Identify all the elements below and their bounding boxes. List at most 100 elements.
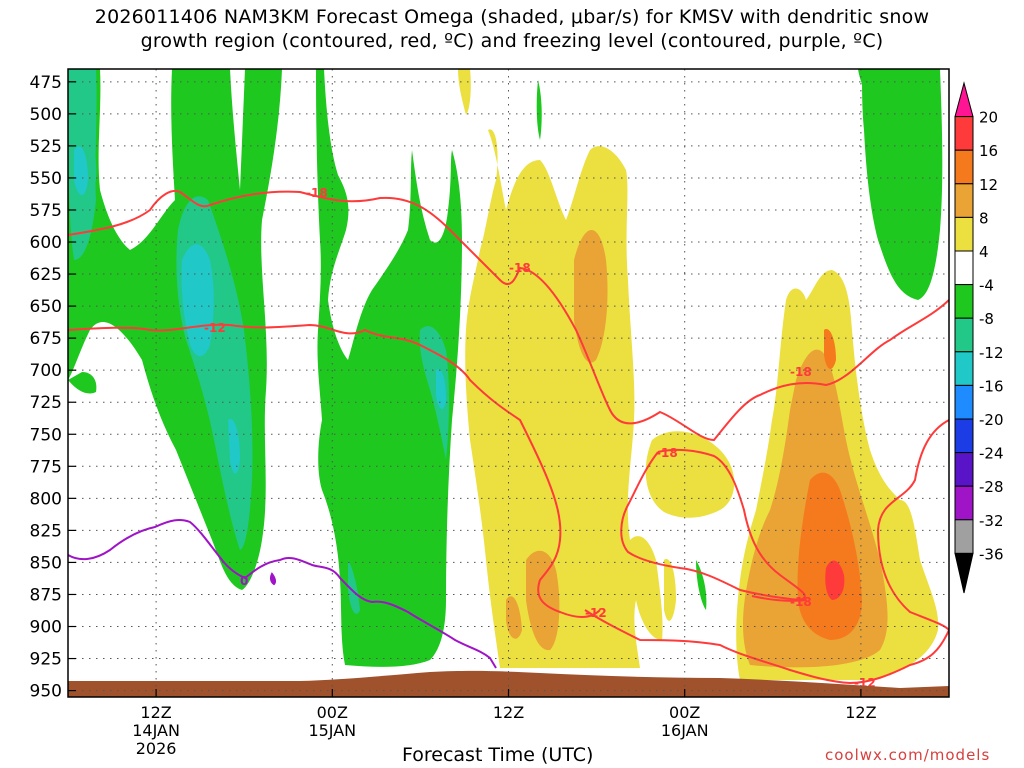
chart-title-line-1: 2026011406 NAM3KM Forecast Omega (shaded… [94, 6, 930, 28]
dgz-label: -12 [585, 606, 607, 620]
colorbar-label: -28 [979, 478, 1004, 496]
colorbar-label: -8 [979, 310, 994, 328]
colorbar-swatch [954, 552, 974, 594]
y-tick-label: 725 [30, 393, 62, 413]
omega-shade-green [68, 372, 97, 394]
dgz-contour-minus12-right [584, 419, 949, 685]
omega-shade-yellow [458, 69, 471, 115]
omega-shade-teal [419, 326, 449, 460]
y-tick-label: 925 [30, 650, 62, 670]
x-tick-date: 14JAN [132, 721, 180, 740]
dgz-contour-labels: -18 -12 -18 -18 -12 -18 -12 -18 [204, 186, 876, 690]
omega-shade-yellow [664, 559, 676, 621]
y-tick-label: 675 [30, 329, 62, 349]
y-tick-label: 575 [30, 201, 62, 221]
colorbar-swatch [954, 250, 974, 286]
colorbar-label: -16 [979, 377, 1004, 395]
plot-content: -18 -12 -18 -18 -12 -18 -12 -18 0 [68, 69, 949, 697]
colorbar-label: 16 [979, 142, 998, 160]
chart-title-line-2: growth region (contoured, red, ºC) and f… [140, 30, 884, 52]
omega-sinking-shading [458, 69, 939, 680]
omega-shade-yellow [645, 431, 735, 518]
colorbar-label: 8 [979, 209, 989, 227]
colorbar-swatch [954, 452, 974, 487]
colorbar-swatch [954, 519, 974, 554]
y-tick-label: 525 [30, 137, 62, 157]
dgz-label: -18 [509, 261, 531, 275]
colorbar-swatch [954, 284, 974, 319]
dgz-label: -18 [790, 595, 812, 609]
y-tick-label: 600 [30, 233, 62, 253]
dgz-contours [68, 190, 949, 685]
y-tick-label: 700 [30, 361, 62, 381]
colorbar-swatch [954, 317, 974, 353]
y-tick-label: 475 [30, 73, 62, 93]
colorbar-label: -36 [979, 545, 1004, 563]
y-axis: 475 500 525 550 575 600 625 650 675 700 725 750 775 8… [30, 73, 76, 702]
x-tick-year: 2026 [136, 739, 177, 758]
colorbar-swatch [954, 149, 974, 185]
freezing-level-contour [68, 518, 497, 669]
dgz-contour-minus18-inner [620, 448, 806, 602]
x-tick-label: 12Z [845, 703, 876, 722]
dgz-label: -18 [306, 186, 328, 200]
colorbar-swatch [954, 116, 974, 151]
omega-shade-orange [797, 472, 862, 640]
freezing-level-line [68, 518, 497, 669]
x-tick-label: 00Z [317, 703, 348, 722]
x-tick-date: 15JAN [308, 721, 356, 740]
omega-shade-tan [574, 230, 608, 363]
omega-shade-cyan [74, 146, 88, 195]
colorbar-label: -32 [979, 512, 1004, 530]
colorbar-swatch [954, 485, 974, 521]
omega-shade-green [316, 69, 462, 667]
freezing-level-blob [269, 572, 277, 586]
dgz-label: -18 [656, 446, 678, 460]
y-tick-label: 550 [30, 169, 62, 189]
y-tick-label: 825 [30, 521, 62, 541]
colorbar-label: 12 [979, 176, 998, 194]
colorbar-label: 20 [979, 109, 998, 127]
omega-shade-cyan [228, 419, 240, 474]
colorbar-swatch [954, 216, 974, 252]
colorbar-swatch [954, 81, 974, 118]
x-tick-label: 00Z [669, 703, 700, 722]
dgz-contour-minus12-lower [68, 323, 601, 618]
x-tick-label: 12Z [493, 703, 524, 722]
dgz-label: -18 [790, 365, 812, 379]
y-tick-label: 850 [30, 553, 62, 573]
y-tick-label: 775 [30, 457, 62, 477]
colorbar-label: -24 [979, 445, 1004, 463]
credit-text: coolwx.com/models [825, 746, 991, 764]
y-tick-label: 950 [30, 682, 62, 702]
y-tick-label: 625 [30, 265, 62, 285]
colorbar: 20 16 12 8 4 -4 -8 -12 -16 -20 -24 -28 -32 -36 [954, 81, 1004, 594]
colorbar-swatch [954, 351, 974, 386]
y-tick-label: 750 [30, 425, 62, 445]
y-tick-label: 900 [30, 618, 62, 638]
y-tick-label: 800 [30, 489, 62, 509]
x-tick-date: 16JAN [661, 721, 709, 740]
omega-shade-teal [348, 560, 360, 614]
colorbar-swatch [954, 384, 974, 420]
colorbar-swatch [954, 183, 974, 218]
omega-shade-red [825, 560, 845, 600]
y-tick-label: 650 [30, 297, 62, 317]
colorbar-label: -20 [979, 411, 1004, 429]
dgz-contour-minus18-right-small [751, 595, 807, 602]
colorbar-swatch [954, 418, 974, 454]
colorbar-label: -4 [979, 277, 994, 295]
omega-shade-green [536, 80, 542, 140]
dgz-contour-minus18-upper [68, 190, 949, 442]
dgz-label: -12 [204, 321, 226, 335]
omega-shade-orange [824, 329, 836, 370]
x-tick-label: 12Z [140, 703, 171, 722]
y-tick-label: 500 [30, 105, 62, 125]
colorbar-label: -12 [979, 344, 1004, 362]
ground-terrain [68, 670, 949, 697]
freezing-label: 0 [240, 574, 248, 588]
colorbar-label: 4 [979, 243, 989, 261]
y-tick-label: 875 [30, 585, 62, 605]
